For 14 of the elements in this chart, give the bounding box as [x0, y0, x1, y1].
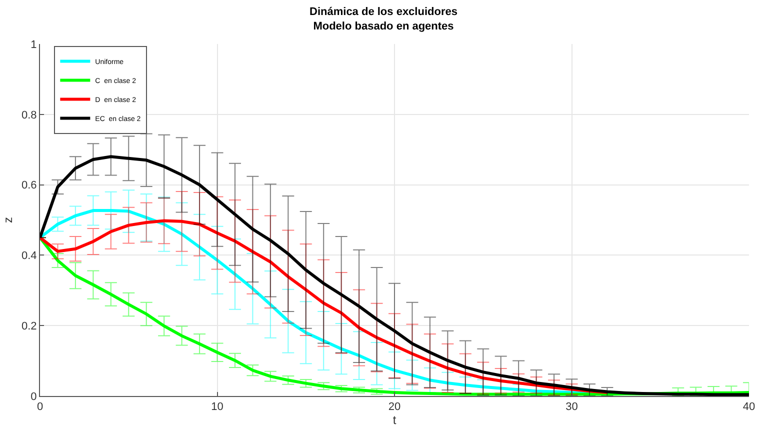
x-tick-label: 20	[388, 401, 401, 414]
y-tick-label: 1	[30, 38, 37, 51]
y-axis-title: z	[0, 217, 15, 223]
x-axis-title: t	[392, 413, 397, 428]
chart-subtitle: Modelo basado en agentes	[313, 20, 454, 32]
x-tick-label: 40	[742, 401, 756, 414]
y-tick-label: 0.6	[22, 180, 37, 192]
x-tick-label: 30	[566, 401, 578, 414]
y-tick-label: 0	[30, 390, 37, 403]
chart-title: Dinámica de los excluidores	[310, 6, 458, 18]
y-tick-label: 0.8	[22, 109, 37, 122]
x-tick-label: 10	[211, 401, 224, 414]
y-tick-label: 0.4	[22, 250, 37, 262]
y-tick-label: 0.2	[22, 320, 37, 332]
